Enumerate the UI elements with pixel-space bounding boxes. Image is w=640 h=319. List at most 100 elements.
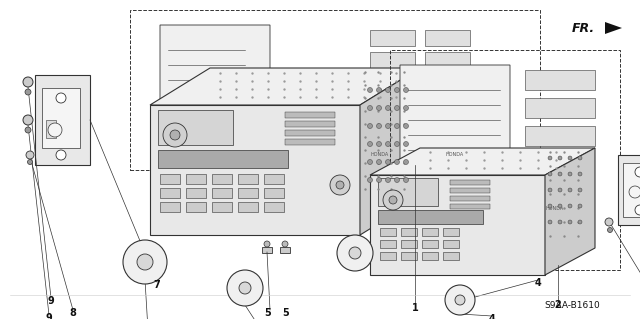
- Bar: [450, 204, 490, 209]
- Circle shape: [137, 254, 153, 270]
- Bar: [623, 163, 640, 217]
- Circle shape: [385, 177, 390, 182]
- Bar: [262, 247, 272, 253]
- Circle shape: [394, 123, 399, 129]
- Circle shape: [558, 172, 562, 176]
- Bar: [280, 247, 290, 253]
- Bar: [160, 188, 180, 198]
- Circle shape: [568, 220, 572, 224]
- Circle shape: [376, 123, 381, 129]
- Bar: [370, 30, 415, 46]
- Bar: [401, 252, 417, 260]
- Circle shape: [394, 87, 399, 93]
- Bar: [350, 140, 410, 162]
- Text: S9AA-B1610: S9AA-B1610: [544, 300, 600, 309]
- Circle shape: [337, 235, 373, 271]
- Bar: [425, 74, 470, 90]
- Text: 9: 9: [45, 313, 52, 319]
- Circle shape: [607, 227, 612, 233]
- Circle shape: [25, 127, 31, 133]
- Circle shape: [568, 188, 572, 192]
- Circle shape: [629, 186, 640, 198]
- Circle shape: [558, 204, 562, 208]
- Bar: [370, 52, 415, 68]
- Circle shape: [163, 123, 187, 147]
- Bar: [443, 240, 459, 248]
- Bar: [450, 196, 490, 201]
- Polygon shape: [618, 155, 640, 225]
- Bar: [160, 174, 180, 184]
- Polygon shape: [150, 105, 360, 235]
- Circle shape: [48, 123, 62, 137]
- Circle shape: [336, 181, 344, 189]
- Bar: [264, 202, 284, 212]
- Text: 1: 1: [412, 303, 419, 313]
- Polygon shape: [605, 22, 622, 34]
- Circle shape: [239, 282, 251, 294]
- Circle shape: [403, 142, 408, 146]
- Bar: [450, 180, 490, 185]
- Circle shape: [403, 87, 408, 93]
- Circle shape: [330, 175, 350, 195]
- Text: 4: 4: [534, 278, 541, 288]
- Circle shape: [548, 172, 552, 176]
- Circle shape: [548, 204, 552, 208]
- Circle shape: [548, 220, 552, 224]
- Circle shape: [403, 177, 408, 182]
- Bar: [285, 139, 335, 145]
- Bar: [46, 120, 56, 138]
- Circle shape: [23, 115, 33, 125]
- Circle shape: [394, 106, 399, 110]
- Bar: [422, 228, 438, 236]
- Circle shape: [558, 220, 562, 224]
- Circle shape: [385, 160, 390, 165]
- Polygon shape: [150, 68, 420, 105]
- Circle shape: [367, 123, 372, 129]
- Circle shape: [25, 89, 31, 95]
- Bar: [520, 190, 590, 220]
- Bar: [285, 121, 335, 127]
- Bar: [285, 130, 335, 136]
- Bar: [212, 202, 232, 212]
- Circle shape: [376, 177, 381, 182]
- Polygon shape: [160, 25, 270, 130]
- Circle shape: [367, 142, 372, 146]
- Circle shape: [28, 160, 33, 165]
- Circle shape: [389, 196, 397, 204]
- Circle shape: [349, 247, 361, 259]
- Circle shape: [558, 188, 562, 192]
- Circle shape: [605, 218, 613, 226]
- Text: 8: 8: [70, 308, 76, 318]
- Circle shape: [568, 204, 572, 208]
- Circle shape: [403, 123, 408, 129]
- Circle shape: [578, 204, 582, 208]
- Bar: [401, 228, 417, 236]
- Circle shape: [367, 106, 372, 110]
- Bar: [380, 252, 396, 260]
- Bar: [422, 252, 438, 260]
- Bar: [158, 110, 233, 145]
- Bar: [450, 188, 490, 193]
- Circle shape: [548, 156, 552, 160]
- Circle shape: [23, 77, 33, 87]
- Circle shape: [548, 188, 552, 192]
- Bar: [186, 202, 206, 212]
- Circle shape: [394, 177, 399, 182]
- Circle shape: [367, 160, 372, 165]
- Bar: [212, 174, 232, 184]
- Bar: [158, 150, 288, 168]
- Bar: [443, 252, 459, 260]
- Circle shape: [227, 270, 263, 306]
- Bar: [525, 70, 595, 90]
- Circle shape: [376, 160, 381, 165]
- Circle shape: [264, 241, 270, 247]
- Text: 9: 9: [47, 296, 54, 306]
- Circle shape: [578, 188, 582, 192]
- Bar: [425, 140, 485, 162]
- Bar: [525, 126, 595, 146]
- Circle shape: [56, 150, 66, 160]
- Circle shape: [376, 142, 381, 146]
- Circle shape: [403, 160, 408, 165]
- Bar: [443, 228, 459, 236]
- Bar: [378, 178, 438, 206]
